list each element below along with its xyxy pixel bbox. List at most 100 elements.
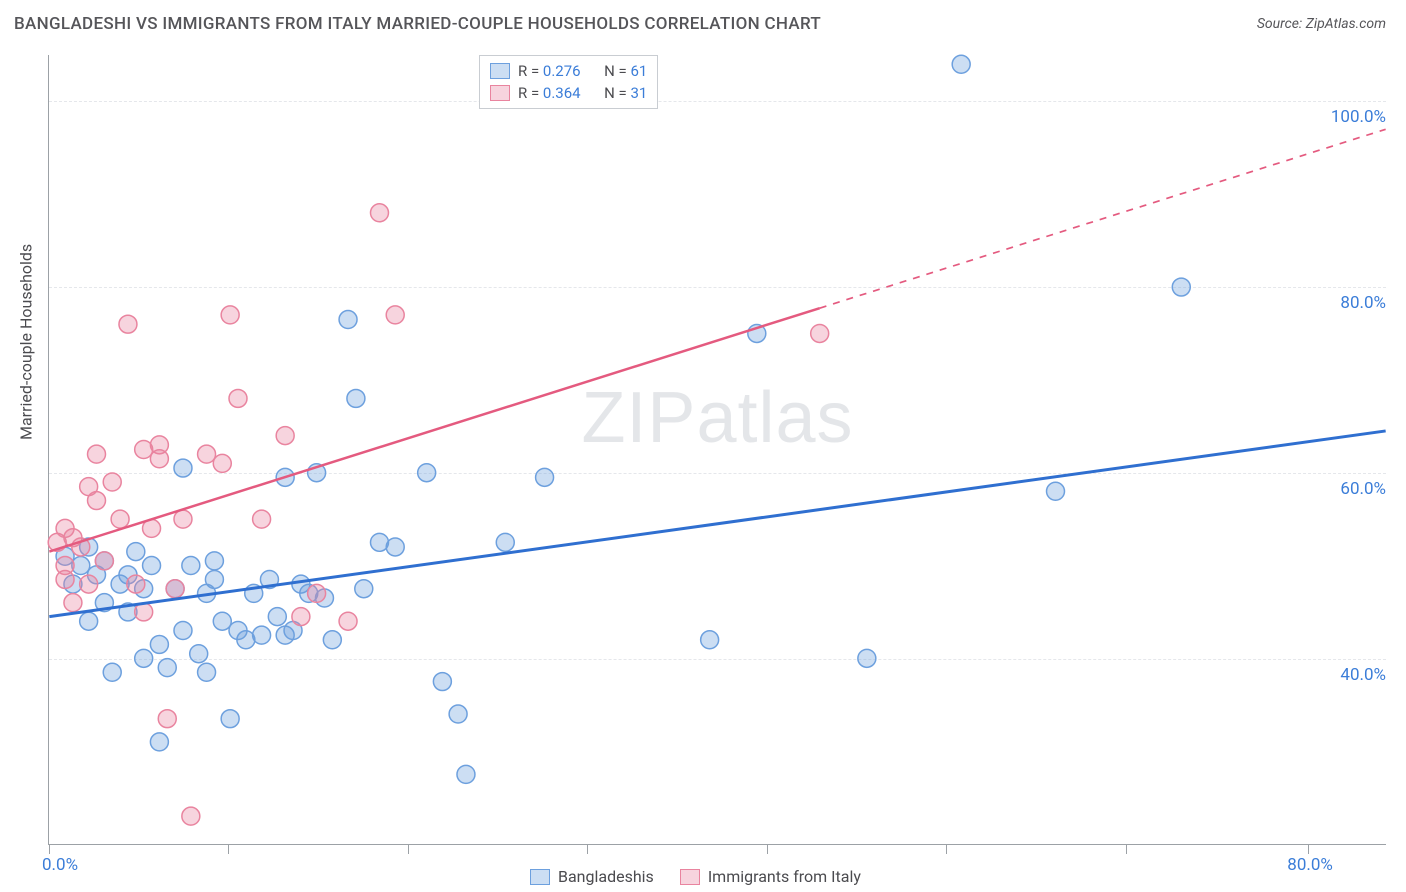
scatter-point (276, 427, 294, 445)
scatter-point (213, 612, 231, 630)
legend-label: Immigrants from Italy (708, 867, 861, 886)
scatter-point (371, 204, 389, 222)
scatter-point (213, 454, 231, 472)
scatter-point (166, 580, 184, 598)
scatter-point (198, 445, 216, 463)
scatter-point (253, 626, 271, 644)
trend-line (49, 431, 1385, 617)
scatter-point (56, 557, 74, 575)
scatter-point (292, 608, 310, 626)
legend-series: Bangladeshis Immigrants from Italy (530, 867, 861, 886)
y-axis-label: Married-couple Households (17, 244, 36, 440)
scatter-point (158, 710, 176, 728)
x-tick (1126, 844, 1127, 854)
scatter-point (88, 445, 106, 463)
legend-swatch (490, 63, 510, 79)
y-tick-label: 60.0% (1340, 479, 1386, 499)
scatter-point (174, 459, 192, 477)
scatter-point (158, 659, 176, 677)
legend-r-label: R = 0.364 (518, 82, 581, 104)
scatter-point (150, 436, 168, 454)
scatter-point (339, 311, 357, 329)
scatter-point (190, 645, 208, 663)
scatter-point (95, 552, 113, 570)
scatter-point (143, 557, 161, 575)
legend-stats-row: R = 0.276 N = 61 (490, 60, 647, 82)
scatter-point (221, 710, 239, 728)
scatter-point (88, 492, 106, 510)
trend-line (49, 308, 819, 551)
legend-swatch (530, 869, 550, 885)
scatter-point (536, 468, 554, 486)
scatter-point (386, 538, 404, 556)
scatter-point (496, 533, 514, 551)
scatter-point (386, 306, 404, 324)
scatter-point (205, 552, 223, 570)
legend-n-label: N = 31 (604, 82, 647, 104)
trend-line-dashed (820, 129, 1386, 308)
scatter-point (182, 807, 200, 825)
x-tick (49, 844, 50, 854)
scatter-point (182, 557, 200, 575)
scatter-point (229, 389, 247, 407)
scatter-point (355, 580, 373, 598)
scatter-point (308, 584, 326, 602)
x-tick (946, 844, 947, 854)
legend-stats-row: R = 0.364 N = 31 (490, 82, 647, 104)
scatter-point (1172, 278, 1190, 296)
legend-item: Immigrants from Italy (680, 867, 861, 886)
x-tick (408, 844, 409, 854)
legend-label: Bangladeshis (558, 867, 654, 886)
scatter-point (103, 663, 121, 681)
scatter-point (952, 55, 970, 73)
scatter-point (449, 705, 467, 723)
scatter-point (205, 570, 223, 588)
chart-title: BANGLADESHI VS IMMIGRANTS FROM ITALY MAR… (14, 14, 821, 34)
plot-svg (49, 55, 1386, 844)
legend-swatch (490, 85, 510, 101)
scatter-point (433, 673, 451, 691)
plot-area: ZIPatlas R = 0.276 N = 61R = 0.364 N = 3… (48, 55, 1386, 845)
scatter-point (127, 543, 145, 561)
legend-item: Bangladeshis (530, 867, 654, 886)
source-attribution: Source: ZipAtlas.com (1257, 16, 1386, 32)
scatter-point (457, 765, 475, 783)
y-tick-label: 100.0% (1331, 107, 1386, 127)
legend-stats-box: R = 0.276 N = 61R = 0.364 N = 31 (479, 55, 658, 109)
scatter-point (347, 389, 365, 407)
scatter-point (127, 575, 145, 593)
x-tick (1308, 844, 1309, 854)
scatter-point (174, 510, 192, 528)
scatter-point (339, 612, 357, 630)
x-tick-label: 80.0% (1287, 855, 1333, 875)
x-tick (228, 844, 229, 854)
scatter-point (198, 663, 216, 681)
y-tick-label: 80.0% (1340, 293, 1386, 313)
scatter-point (253, 510, 271, 528)
scatter-point (80, 612, 98, 630)
x-tick (587, 844, 588, 854)
scatter-point (418, 464, 436, 482)
scatter-point (119, 315, 137, 333)
scatter-point (80, 575, 98, 593)
scatter-point (111, 510, 129, 528)
scatter-point (701, 631, 719, 649)
scatter-point (858, 649, 876, 667)
scatter-point (103, 473, 121, 491)
scatter-point (174, 622, 192, 640)
x-tick-label: 0.0% (42, 855, 78, 875)
scatter-point (1047, 482, 1065, 500)
scatter-point (150, 733, 168, 751)
scatter-point (268, 608, 286, 626)
chart-container: BANGLADESHI VS IMMIGRANTS FROM ITALY MAR… (0, 0, 1406, 892)
scatter-point (135, 649, 153, 667)
scatter-point (150, 635, 168, 653)
legend-n-label: N = 61 (604, 60, 647, 82)
scatter-point (811, 324, 829, 342)
scatter-point (221, 306, 239, 324)
legend-swatch (680, 869, 700, 885)
legend-r-label: R = 0.276 (518, 60, 581, 82)
y-tick-label: 40.0% (1340, 665, 1386, 685)
scatter-point (64, 594, 82, 612)
x-tick (767, 844, 768, 854)
